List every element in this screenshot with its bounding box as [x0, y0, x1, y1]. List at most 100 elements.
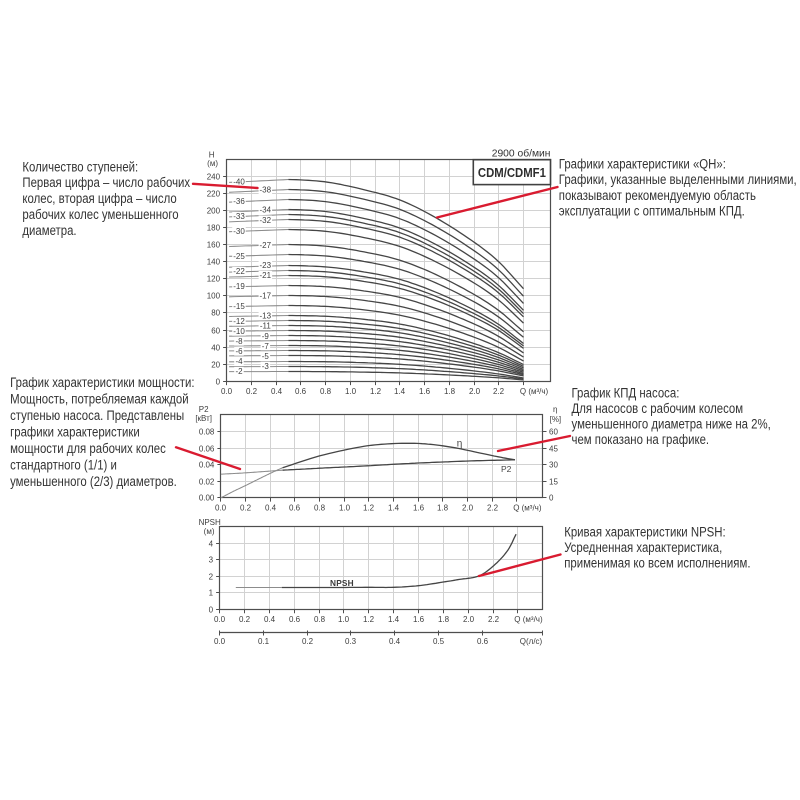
svg-text:4: 4 [209, 539, 214, 548]
svg-text:Усредненная характеристика,: Усредненная характеристика, [564, 540, 722, 555]
svg-text:0.0: 0.0 [221, 387, 233, 396]
svg-text:-8: -8 [235, 337, 243, 346]
svg-text:графики характеристики: графики характеристики [10, 425, 140, 440]
svg-text:1.8: 1.8 [444, 387, 456, 396]
svg-text:2.0: 2.0 [463, 615, 475, 624]
svg-text:0.8: 0.8 [320, 387, 332, 396]
svg-text:Для насосов с рабочим колесом: Для насосов с рабочим колесом [572, 401, 744, 416]
svg-text:140: 140 [207, 257, 221, 266]
svg-text:0.4: 0.4 [264, 615, 276, 624]
svg-text:-4: -4 [235, 357, 243, 366]
svg-text:рабочих колес уменьшенного: рабочих колес уменьшенного [22, 207, 178, 222]
svg-text:2.2: 2.2 [487, 503, 499, 512]
svg-text:0: 0 [549, 493, 554, 502]
svg-text:240: 240 [207, 172, 221, 181]
svg-text:-34: -34 [260, 206, 272, 215]
svg-text:-6: -6 [235, 347, 243, 356]
svg-text:График КПД насоса:: График КПД насоса: [572, 386, 680, 401]
svg-text:1: 1 [209, 588, 214, 597]
svg-text:180: 180 [207, 223, 221, 232]
svg-text:-9: -9 [262, 332, 270, 341]
svg-text:1.6: 1.6 [419, 387, 431, 396]
svg-text:0.4: 0.4 [265, 503, 277, 512]
svg-text:0: 0 [216, 377, 221, 386]
svg-text:3: 3 [209, 555, 214, 564]
svg-text:-27: -27 [260, 241, 272, 250]
svg-text:0.6: 0.6 [295, 387, 307, 396]
svg-text:1.6: 1.6 [413, 503, 425, 512]
svg-text:Мощность, потребляемая каждой: Мощность, потребляемая каждой [10, 392, 189, 407]
svg-text:применимая ко всем исполнениям: применимая ко всем исполнениям. [564, 555, 750, 570]
svg-text:0.02: 0.02 [199, 477, 215, 486]
svg-text:80: 80 [211, 308, 220, 317]
svg-text:-11: -11 [260, 322, 272, 331]
svg-text:эксплуатации с оптимальным КПД: эксплуатации с оптимальным КПД. [559, 204, 745, 219]
svg-text:-38: -38 [260, 186, 272, 195]
svg-text:1.0: 1.0 [339, 503, 351, 512]
svg-text:30: 30 [549, 460, 558, 469]
svg-text:-13: -13 [260, 312, 272, 321]
svg-text:уменьшенного диаметра ниже на: уменьшенного диаметра ниже на 2%, [572, 417, 771, 432]
svg-text:0.8: 0.8 [314, 615, 326, 624]
svg-text:[%]: [%] [550, 415, 562, 424]
svg-text:0.08: 0.08 [199, 427, 215, 436]
svg-text:220: 220 [207, 189, 221, 198]
svg-text:-3: -3 [262, 362, 270, 371]
svg-text:1.4: 1.4 [388, 615, 400, 624]
svg-text:0.06: 0.06 [199, 444, 215, 453]
svg-text:[кВт]: [кВт] [195, 414, 212, 423]
svg-text:0.4: 0.4 [271, 387, 283, 396]
svg-text:1.8: 1.8 [438, 615, 450, 624]
svg-text:колес, вторая цифра – число: колес, вторая цифра – число [22, 191, 176, 206]
svg-text:P2: P2 [501, 464, 512, 474]
svg-text:0.6: 0.6 [289, 503, 301, 512]
svg-text:2.2: 2.2 [488, 615, 500, 624]
svg-text:1.4: 1.4 [388, 503, 400, 512]
svg-text:-22: -22 [233, 267, 245, 276]
svg-text:60: 60 [549, 427, 558, 436]
svg-text:-10: -10 [233, 327, 245, 336]
svg-text:40: 40 [211, 343, 220, 352]
svg-text:1.2: 1.2 [363, 503, 375, 512]
svg-text:-36: -36 [233, 197, 245, 206]
svg-text:уменьшенного (2/3) диаметров.: уменьшенного (2/3) диаметров. [10, 474, 177, 489]
svg-text:NPSH: NPSH [330, 578, 354, 588]
svg-text:H: H [209, 151, 215, 160]
svg-text:0.2: 0.2 [239, 615, 251, 624]
svg-text:стандартного (1/1) и: стандартного (1/1) и [10, 458, 117, 473]
svg-text:η: η [553, 405, 557, 414]
svg-text:2.2: 2.2 [493, 387, 505, 396]
svg-text:100: 100 [207, 291, 221, 300]
svg-text:200: 200 [207, 206, 221, 215]
svg-text:15: 15 [549, 477, 558, 486]
svg-text:мощности для рабочих колес: мощности для рабочих колес [10, 441, 166, 456]
svg-text:0.0: 0.0 [214, 615, 226, 624]
svg-text:(м): (м) [204, 527, 215, 536]
svg-text:2.0: 2.0 [469, 387, 481, 396]
svg-text:Q (м³/ч): Q (м³/ч) [513, 503, 542, 512]
svg-text:-30: -30 [233, 227, 245, 236]
svg-text:Графики, указанные выделенными: Графики, указанные выделенными линиями, [559, 172, 797, 187]
svg-text:(м): (м) [207, 159, 218, 168]
svg-text:-21: -21 [260, 271, 272, 280]
svg-text:0.0: 0.0 [214, 637, 226, 646]
svg-text:2: 2 [209, 572, 214, 581]
svg-text:60: 60 [211, 326, 220, 335]
svg-text:0.5: 0.5 [433, 637, 445, 646]
svg-text:1.0: 1.0 [338, 615, 350, 624]
svg-text:-19: -19 [233, 282, 245, 291]
svg-text:График характеристики мощности: График характеристики мощности: [10, 375, 194, 390]
svg-text:2900 об/мин: 2900 об/мин [492, 148, 551, 160]
svg-text:1.2: 1.2 [370, 387, 382, 396]
svg-text:20: 20 [211, 360, 220, 369]
svg-text:-2: -2 [235, 367, 243, 376]
svg-text:Первая цифра – число рабочих: Первая цифра – число рабочих [22, 175, 190, 190]
svg-text:показывают рекомендуемую облас: показывают рекомендуемую область [559, 188, 756, 203]
svg-text:CDM/CDMF1: CDM/CDMF1 [478, 166, 546, 180]
svg-text:диаметра.: диаметра. [22, 223, 76, 238]
svg-text:0: 0 [209, 605, 214, 614]
svg-text:-33: -33 [233, 212, 245, 221]
svg-text:Q(л/с): Q(л/с) [520, 637, 543, 646]
svg-text:η: η [457, 439, 463, 450]
svg-text:0.0: 0.0 [215, 503, 227, 512]
